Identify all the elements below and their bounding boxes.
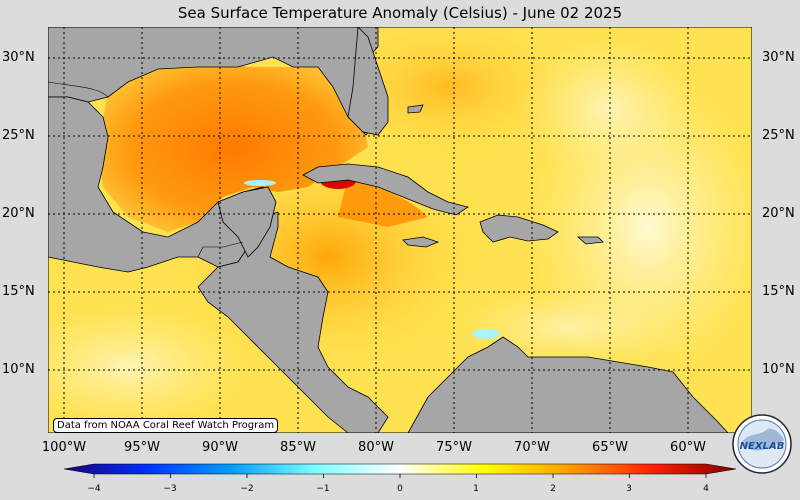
nexlab-logo: NEXLAB <box>732 414 792 474</box>
colorbar-gradient <box>63 463 737 475</box>
lon-label-80w: 80°W <box>358 440 394 455</box>
lon-label-100w: 100°W <box>41 440 87 455</box>
lat-label-right-15: 15°N <box>762 284 795 299</box>
lat-label-right-30: 30°N <box>762 50 795 65</box>
colorbar-tick-label: 4 <box>703 484 709 494</box>
lat-label-left-15: 15°N <box>2 284 35 299</box>
colorbar <box>63 463 737 478</box>
lat-label-left-25: 25°N <box>2 128 35 143</box>
graticule <box>48 27 752 433</box>
gulf-warm-anomaly <box>98 63 368 232</box>
colorbar-tick-label: −3 <box>163 484 177 494</box>
colorbar-tick-label: 1 <box>473 484 479 494</box>
land <box>48 27 729 433</box>
lat-label-left-30: 30°N <box>2 50 35 65</box>
svg-text:NEXLAB: NEXLAB <box>740 441 785 452</box>
lat-label-left-10: 10°N <box>2 362 35 377</box>
lon-label-75w: 75°W <box>436 440 472 455</box>
sst-anomaly-map <box>48 27 752 433</box>
lon-label-65w: 65°W <box>592 440 628 455</box>
lat-label-left-20: 20°N <box>2 206 35 221</box>
lat-label-right-25: 25°N <box>762 128 795 143</box>
lon-label-90w: 90°W <box>202 440 238 455</box>
lat-label-right-10: 10°N <box>762 362 795 377</box>
lon-label-60w: 60°W <box>670 440 706 455</box>
colorbar-tick-marks <box>93 474 707 478</box>
colorbar-tick-label: −1 <box>316 484 330 494</box>
colorbar-tick-label: −2 <box>240 484 254 494</box>
colorbar-tick-label: −4 <box>87 484 101 494</box>
colorbar-tick-label: 3 <box>626 484 632 494</box>
data-credit: Data from NOAA Coral Reef Watch Program <box>53 418 279 433</box>
colorbar-tick-label: 0 <box>397 484 403 494</box>
lon-label-70w: 70°W <box>514 440 550 455</box>
map-title: Sea Surface Temperature Anomaly (Celsius… <box>177 4 623 22</box>
colorbar-tick-label: 2 <box>550 484 556 494</box>
borders <box>48 81 244 258</box>
lat-label-right-20: 20°N <box>762 206 795 221</box>
lon-label-95w: 95°W <box>124 440 160 455</box>
lon-label-85w: 85°W <box>280 440 316 455</box>
